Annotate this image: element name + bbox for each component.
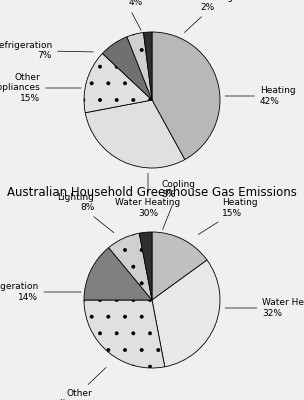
Text: Heating
15%: Heating 15%: [198, 198, 258, 234]
Text: Other
appliances
28%: Other appliances 28%: [43, 368, 106, 400]
Text: Water Heating
32%: Water Heating 32%: [225, 298, 304, 318]
Text: Refrigeration
7%: Refrigeration 7%: [0, 41, 93, 60]
Wedge shape: [84, 300, 165, 368]
Wedge shape: [152, 32, 220, 160]
Text: Cooling
3%: Cooling 3%: [162, 180, 195, 230]
Wedge shape: [84, 54, 152, 113]
Wedge shape: [85, 100, 185, 168]
Wedge shape: [109, 233, 152, 300]
Wedge shape: [102, 37, 152, 100]
Text: Heating
42%: Heating 42%: [225, 86, 295, 106]
Wedge shape: [152, 260, 220, 367]
Text: Lighting
4%: Lighting 4%: [105, 0, 142, 30]
Wedge shape: [152, 232, 207, 300]
Wedge shape: [127, 32, 152, 100]
Text: Refrigeration
14%: Refrigeration 14%: [0, 282, 81, 302]
Wedge shape: [84, 248, 152, 300]
Text: Cooling
2%: Cooling 2%: [185, 0, 234, 32]
Text: Other
appliances
15%: Other appliances 15%: [0, 73, 81, 103]
Text: Water Heating
30%: Water Heating 30%: [116, 173, 181, 218]
Title: Australian Household Greenhouse Gas Emissions: Australian Household Greenhouse Gas Emis…: [7, 186, 297, 199]
Wedge shape: [139, 232, 152, 300]
Wedge shape: [143, 32, 152, 100]
Text: Lighting
8%: Lighting 8%: [57, 193, 114, 233]
